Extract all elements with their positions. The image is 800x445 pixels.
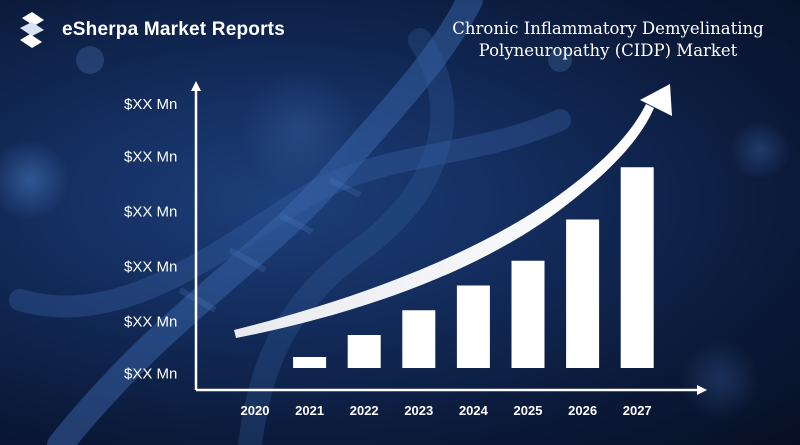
brand-logo: eSherpa Market Reports: [10, 8, 285, 52]
x-tick-label-2022: 2022: [350, 403, 379, 418]
x-tick-label-2027: 2027: [623, 403, 652, 418]
esherpa-s-logo-icon: [20, 12, 44, 48]
trend-arrow-head: [640, 84, 672, 116]
y-tick-label-3: $XX Mn: [124, 258, 177, 275]
y-tick-label-5: $XX Mn: [124, 148, 177, 165]
x-tick-label-2020: 2020: [241, 403, 270, 418]
bar-2027: [620, 167, 654, 368]
bar-2023: [402, 310, 436, 368]
y-tick-label-6: $XX Mn: [124, 96, 177, 113]
x-tick-label-2021: 2021: [295, 403, 324, 418]
x-tick-label-2024: 2024: [459, 403, 489, 418]
title-line-1: Chronic Inflammatory Demyelinating: [452, 19, 764, 38]
x-tick-label-2026: 2026: [568, 403, 597, 418]
brand-name: eSherpa Market Reports: [62, 19, 285, 40]
y-tick-label-2: $XX Mn: [124, 313, 177, 330]
bar-2025: [511, 260, 545, 368]
title-line-2: Polyneuropathy (CIDP) Market: [478, 41, 738, 60]
bar-2024: [456, 285, 490, 368]
bar-2022: [347, 335, 381, 368]
y-tick-label-1: $XX Mn: [124, 366, 177, 383]
x-tick-label-2025: 2025: [514, 403, 543, 418]
bar-2021: [293, 357, 327, 368]
y-tick-label-4: $XX Mn: [124, 203, 177, 220]
page-title: Chronic Inflammatory Demyelinating Polyn…: [428, 18, 788, 62]
bar-2026: [566, 219, 600, 368]
x-tick-label-2023: 2023: [404, 403, 433, 418]
